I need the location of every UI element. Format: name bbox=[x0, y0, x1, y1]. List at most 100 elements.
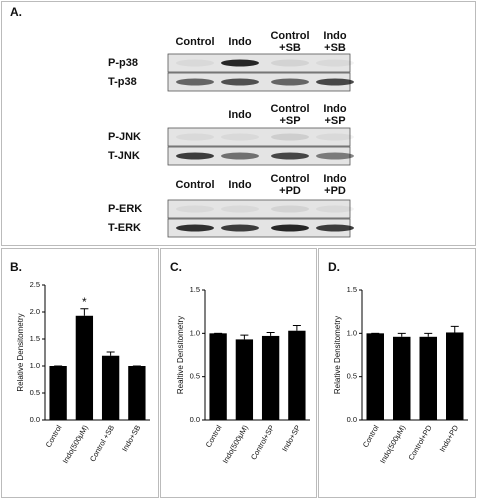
bar-chart: D. 0.0 0.5 1.0 1.5 Relative Densitometry Contr… bbox=[328, 260, 468, 465]
panel-d-border bbox=[318, 248, 476, 498]
lane-header: Indo bbox=[228, 179, 251, 191]
blot-row-label: P-p38 bbox=[108, 57, 138, 69]
panel-label: A. bbox=[10, 5, 22, 19]
lane-header: Control bbox=[270, 173, 309, 185]
blot-band bbox=[271, 59, 309, 67]
blot-band bbox=[176, 78, 214, 86]
error-bar bbox=[106, 351, 115, 356]
y-tick-label: 0.0 bbox=[190, 415, 200, 424]
blot-band bbox=[221, 152, 259, 160]
bar bbox=[419, 336, 437, 420]
lane-header: +SB bbox=[279, 42, 301, 54]
y-tick-label: 0.5 bbox=[190, 372, 200, 381]
x-tick-label: Control+PD bbox=[406, 423, 434, 462]
blot-band bbox=[316, 152, 354, 160]
panel-label: D. bbox=[328, 260, 340, 274]
blot-row-label: T-p38 bbox=[108, 76, 137, 88]
blot-band bbox=[271, 205, 309, 213]
bar bbox=[128, 366, 146, 420]
error-bar bbox=[266, 331, 275, 336]
y-tick-label: 0.0 bbox=[30, 415, 40, 424]
bar bbox=[446, 332, 464, 420]
bar bbox=[366, 333, 384, 420]
lane-header: +PD bbox=[279, 185, 301, 197]
blot-band bbox=[271, 133, 309, 141]
bar bbox=[261, 335, 280, 420]
significance-mark: * bbox=[82, 295, 87, 309]
bar bbox=[288, 330, 306, 420]
blot-band bbox=[221, 133, 259, 141]
blot-band bbox=[221, 59, 259, 67]
error-bar bbox=[240, 334, 249, 340]
blot-row-label: P-ERK bbox=[108, 203, 142, 215]
bar bbox=[49, 366, 67, 420]
bar-chart: C. 0.0 0.5 1.0 1.5 Realtive Densitometry Contr… bbox=[170, 260, 310, 465]
error-bar bbox=[450, 325, 459, 333]
bar bbox=[75, 315, 94, 420]
blot-row-label: T-JNK bbox=[108, 150, 140, 162]
blot-band bbox=[176, 205, 214, 213]
bar bbox=[209, 333, 227, 420]
lane-header: +SP bbox=[324, 115, 345, 127]
y-tick-label: 2.0 bbox=[30, 307, 40, 316]
lane-header: Control bbox=[270, 103, 309, 115]
x-tick-label: Indo(500μM) bbox=[378, 423, 407, 465]
blot-band bbox=[221, 205, 259, 213]
x-tick-label: Indo+PD bbox=[438, 423, 461, 453]
blot-band bbox=[316, 133, 354, 141]
blot-band bbox=[176, 152, 214, 160]
lane-header: Control bbox=[175, 179, 214, 191]
blot-strip bbox=[167, 127, 351, 147]
blot-band bbox=[316, 224, 354, 232]
lane-header: Indo bbox=[228, 109, 251, 121]
blot-band bbox=[271, 224, 309, 232]
blot-band bbox=[316, 59, 354, 67]
lane-header: Indo bbox=[323, 30, 346, 42]
blot-row-label: P-JNK bbox=[108, 131, 141, 143]
blot-band bbox=[176, 224, 214, 232]
panel-label: C. bbox=[170, 260, 182, 274]
x-tick-label: Control bbox=[361, 423, 381, 449]
panel-c-border bbox=[160, 248, 317, 498]
y-tick-label: 1.0 bbox=[190, 328, 200, 337]
lane-header: Indo bbox=[323, 173, 346, 185]
x-tick-label: Indo+SB bbox=[120, 423, 142, 453]
x-tick-label: Control bbox=[44, 423, 64, 449]
bar bbox=[393, 336, 411, 420]
error-bar bbox=[397, 332, 406, 337]
panel-b-border bbox=[1, 248, 159, 498]
y-tick-label: 1.0 bbox=[30, 361, 40, 370]
x-tick-label: Control bbox=[204, 423, 224, 449]
y-tick-label: 1.0 bbox=[347, 328, 357, 337]
x-tick-label: Indo(500μM) bbox=[221, 423, 250, 465]
panel-label: B. bbox=[10, 260, 22, 274]
lane-header: Indo bbox=[323, 103, 346, 115]
y-tick-label: 1.5 bbox=[190, 285, 200, 294]
y-tick-label: 0.0 bbox=[347, 415, 357, 424]
x-tick-label: Control+SP bbox=[249, 423, 276, 461]
blot-band bbox=[316, 78, 354, 86]
y-tick-label: 1.5 bbox=[30, 334, 40, 343]
blot-band bbox=[221, 78, 259, 86]
lane-header: +PD bbox=[324, 185, 346, 197]
lane-header: Control bbox=[175, 36, 214, 48]
blot-strip bbox=[167, 199, 351, 219]
blot-band bbox=[221, 224, 259, 232]
error-bar bbox=[80, 308, 89, 316]
error-bar bbox=[424, 332, 433, 337]
panel-a-border bbox=[1, 1, 476, 246]
blot-band bbox=[176, 59, 214, 67]
lane-header: +SB bbox=[324, 42, 346, 54]
blot-band bbox=[176, 133, 214, 141]
lane-header: Control bbox=[270, 30, 309, 42]
blot-band bbox=[316, 205, 354, 213]
blot-band bbox=[271, 78, 309, 86]
y-axis-label: Relative Densitometry bbox=[333, 316, 342, 394]
lane-header: Indo bbox=[228, 36, 251, 48]
blot-row-label: T-ERK bbox=[108, 222, 141, 234]
y-tick-label: 0.5 bbox=[347, 372, 357, 381]
y-tick-label: 1.5 bbox=[347, 285, 357, 294]
y-axis-label: Realtive Densitometry bbox=[176, 316, 185, 394]
bar-chart: B. 0.0 0.5 1.0 1.5 2.0 2.5 Relative Densitometr… bbox=[10, 260, 150, 465]
bar bbox=[235, 339, 254, 420]
